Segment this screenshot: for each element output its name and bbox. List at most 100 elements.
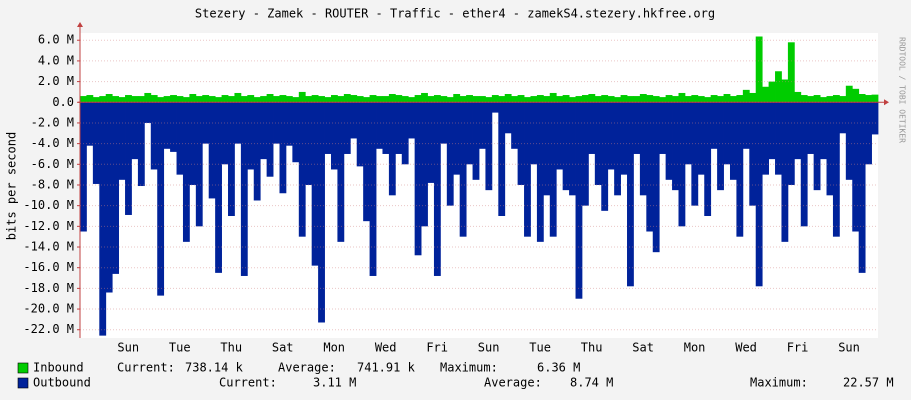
- bar: [337, 102, 345, 242]
- bar: [176, 102, 184, 175]
- bar: [292, 102, 300, 163]
- bar: [305, 96, 313, 103]
- y-axis-label: bits per second: [5, 132, 19, 240]
- x-tick-label: Tue: [169, 341, 191, 355]
- bar: [105, 102, 113, 293]
- bar: [318, 96, 325, 103]
- bar: [723, 94, 731, 103]
- bar: [491, 102, 499, 113]
- bar: [556, 96, 564, 103]
- y-tick-label: -12.0 M: [23, 219, 74, 233]
- bar: [131, 102, 139, 160]
- bar: [485, 97, 493, 103]
- bar: [672, 102, 679, 191]
- bar: [581, 95, 589, 103]
- legend-swatch: [17, 377, 29, 389]
- bar: [337, 96, 345, 103]
- bar: [118, 102, 126, 180]
- bar: [266, 102, 274, 177]
- bar: [549, 102, 557, 237]
- bar: [639, 102, 647, 196]
- x-tick-label: Wed: [375, 341, 397, 355]
- bar: [594, 96, 602, 103]
- bar: [865, 102, 872, 165]
- axis-arrow: [77, 22, 83, 27]
- y-tick-label: -16.0 M: [23, 260, 74, 274]
- bar: [775, 102, 782, 175]
- bar: [144, 102, 152, 123]
- x-tick-label: Thu: [581, 341, 603, 355]
- bar: [832, 102, 840, 237]
- bar: [433, 95, 441, 103]
- bar: [575, 96, 583, 103]
- y-tick-label: -4.0 M: [31, 136, 74, 150]
- y-tick-label: 6.0 M: [38, 33, 74, 47]
- bar: [601, 95, 609, 103]
- bar: [453, 102, 461, 175]
- bar: [247, 95, 255, 103]
- x-tick-label: Mon: [323, 341, 345, 355]
- bar: [820, 102, 827, 160]
- bar: [466, 102, 473, 165]
- bar: [273, 96, 280, 103]
- bar: [839, 96, 847, 103]
- bar: [446, 102, 454, 206]
- bar: [459, 102, 467, 237]
- bar: [614, 97, 621, 103]
- bar: [717, 96, 724, 103]
- bar: [813, 95, 821, 103]
- bar: [530, 102, 538, 165]
- axis-arrow: [884, 99, 889, 106]
- bar: [659, 97, 667, 103]
- bar: [285, 96, 293, 103]
- bar: [845, 102, 853, 180]
- bar: [787, 42, 795, 103]
- bar: [511, 102, 519, 149]
- bar: [729, 102, 737, 180]
- bar: [163, 102, 171, 149]
- bar: [388, 102, 396, 196]
- bar: [575, 102, 583, 299]
- x-tick-label: Thu: [220, 341, 242, 355]
- bar: [871, 102, 879, 135]
- bar: [639, 94, 647, 103]
- bar: [485, 102, 493, 191]
- bar: [221, 95, 229, 103]
- bar: [800, 95, 808, 103]
- legend-swatch: [17, 362, 29, 374]
- bar: [195, 102, 203, 227]
- bar: [208, 102, 216, 199]
- bar: [305, 102, 313, 185]
- bar: [659, 102, 667, 154]
- legend-stat-value: 6.36 M: [537, 361, 580, 375]
- bar: [511, 96, 519, 103]
- y-tick-label: 4.0 M: [38, 53, 74, 67]
- bar: [826, 102, 834, 196]
- bar: [832, 95, 840, 103]
- bar: [781, 102, 789, 242]
- bar: [176, 96, 184, 103]
- bar: [479, 102, 486, 149]
- bar: [691, 95, 699, 103]
- bar: [125, 95, 132, 103]
- bar: [504, 102, 512, 134]
- y-tick-label: -14.0 M: [23, 240, 74, 254]
- x-tick-label: Sun: [838, 341, 860, 355]
- bar: [543, 102, 551, 196]
- bar: [427, 96, 435, 103]
- bar: [260, 102, 268, 160]
- bar: [253, 102, 261, 201]
- bar: [260, 96, 268, 103]
- bar: [369, 102, 377, 276]
- bar: [292, 97, 300, 103]
- bar: [704, 97, 712, 103]
- bar: [839, 102, 847, 134]
- bar: [163, 96, 171, 103]
- bar: [794, 91, 802, 103]
- watermark: RRDTOOL / TOBI OETIKER: [898, 37, 907, 143]
- x-tick-label: Sun: [478, 341, 500, 355]
- bar: [80, 102, 87, 232]
- bar: [170, 102, 177, 152]
- bar: [285, 102, 293, 146]
- bar: [633, 96, 641, 103]
